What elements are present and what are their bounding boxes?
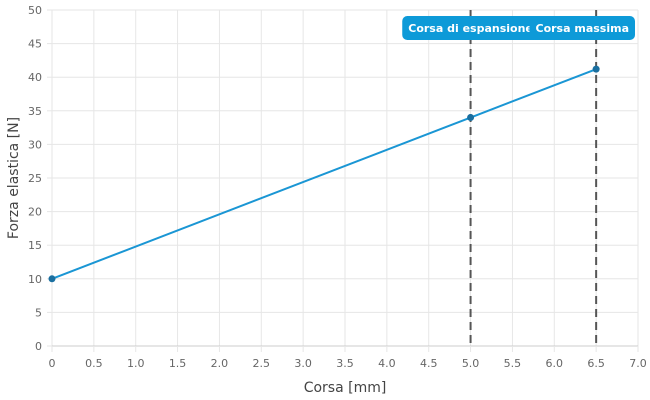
x-axis-title: Corsa [mm] bbox=[304, 380, 387, 396]
data-point bbox=[592, 65, 600, 73]
x-tick-label: 5.0 bbox=[462, 357, 480, 370]
x-tick-label: 2.5 bbox=[253, 357, 271, 370]
x-tick-label: 6.5 bbox=[587, 357, 605, 370]
y-axis-title: Forza elastica [N] bbox=[6, 117, 22, 239]
annotation-label-text: Corsa massima bbox=[536, 22, 630, 35]
x-tick-label: 0 bbox=[49, 357, 56, 370]
annotation-label-text: Corsa di espansione bbox=[408, 22, 533, 35]
series-line bbox=[51, 68, 597, 280]
y-tick-label: 50 bbox=[28, 4, 42, 17]
y-tick-label: 5 bbox=[35, 306, 42, 319]
x-axis-ticks: 0 0.5 1.0 1.5 2.0 2.5 3.0 3.5 4.0 4.5 5.0 5.5 6.0 6.5… bbox=[49, 346, 647, 370]
annotation-label-bg bbox=[529, 16, 635, 40]
x-tick-label: 5.5 bbox=[504, 357, 522, 370]
y-tick-label: 35 bbox=[28, 105, 42, 118]
x-tick-label: 3.0 bbox=[294, 357, 312, 370]
y-tick-label: 30 bbox=[28, 138, 42, 151]
annotation-label: Corsa di espansione bbox=[402, 16, 539, 40]
annotation-label: Corsa massima bbox=[529, 16, 635, 40]
y-tick-label: 25 bbox=[28, 172, 42, 185]
x-tick-label: 3.5 bbox=[336, 357, 354, 370]
x-tick-label: 4.0 bbox=[378, 357, 396, 370]
y-axis-ticks: 0 5 10 15 20 25 30 35 40 45 50 bbox=[28, 4, 52, 353]
x-tick-label: 1.5 bbox=[169, 357, 187, 370]
x-tick-label: 6.0 bbox=[546, 357, 564, 370]
series bbox=[48, 65, 600, 283]
x-tick-label: 0.5 bbox=[85, 357, 103, 370]
annotation-label-bg bbox=[402, 16, 539, 40]
y-tick-label: 20 bbox=[28, 206, 42, 219]
y-tick-label: 45 bbox=[28, 38, 42, 51]
x-tick-label: 2.0 bbox=[211, 357, 229, 370]
y-tick-label: 0 bbox=[35, 340, 42, 353]
y-tick-label: 10 bbox=[28, 273, 42, 286]
grid bbox=[51, 9, 639, 347]
y-tick-label: 15 bbox=[28, 239, 42, 252]
data-point bbox=[48, 275, 56, 283]
y-tick-label: 40 bbox=[28, 71, 42, 84]
x-tick-label: 7.0 bbox=[629, 357, 647, 370]
data-point bbox=[467, 114, 475, 122]
annotation-labels: Corsa di espansione Corsa massima bbox=[402, 16, 635, 40]
x-tick-label: 4.5 bbox=[420, 357, 438, 370]
x-tick-label: 1.0 bbox=[127, 357, 145, 370]
